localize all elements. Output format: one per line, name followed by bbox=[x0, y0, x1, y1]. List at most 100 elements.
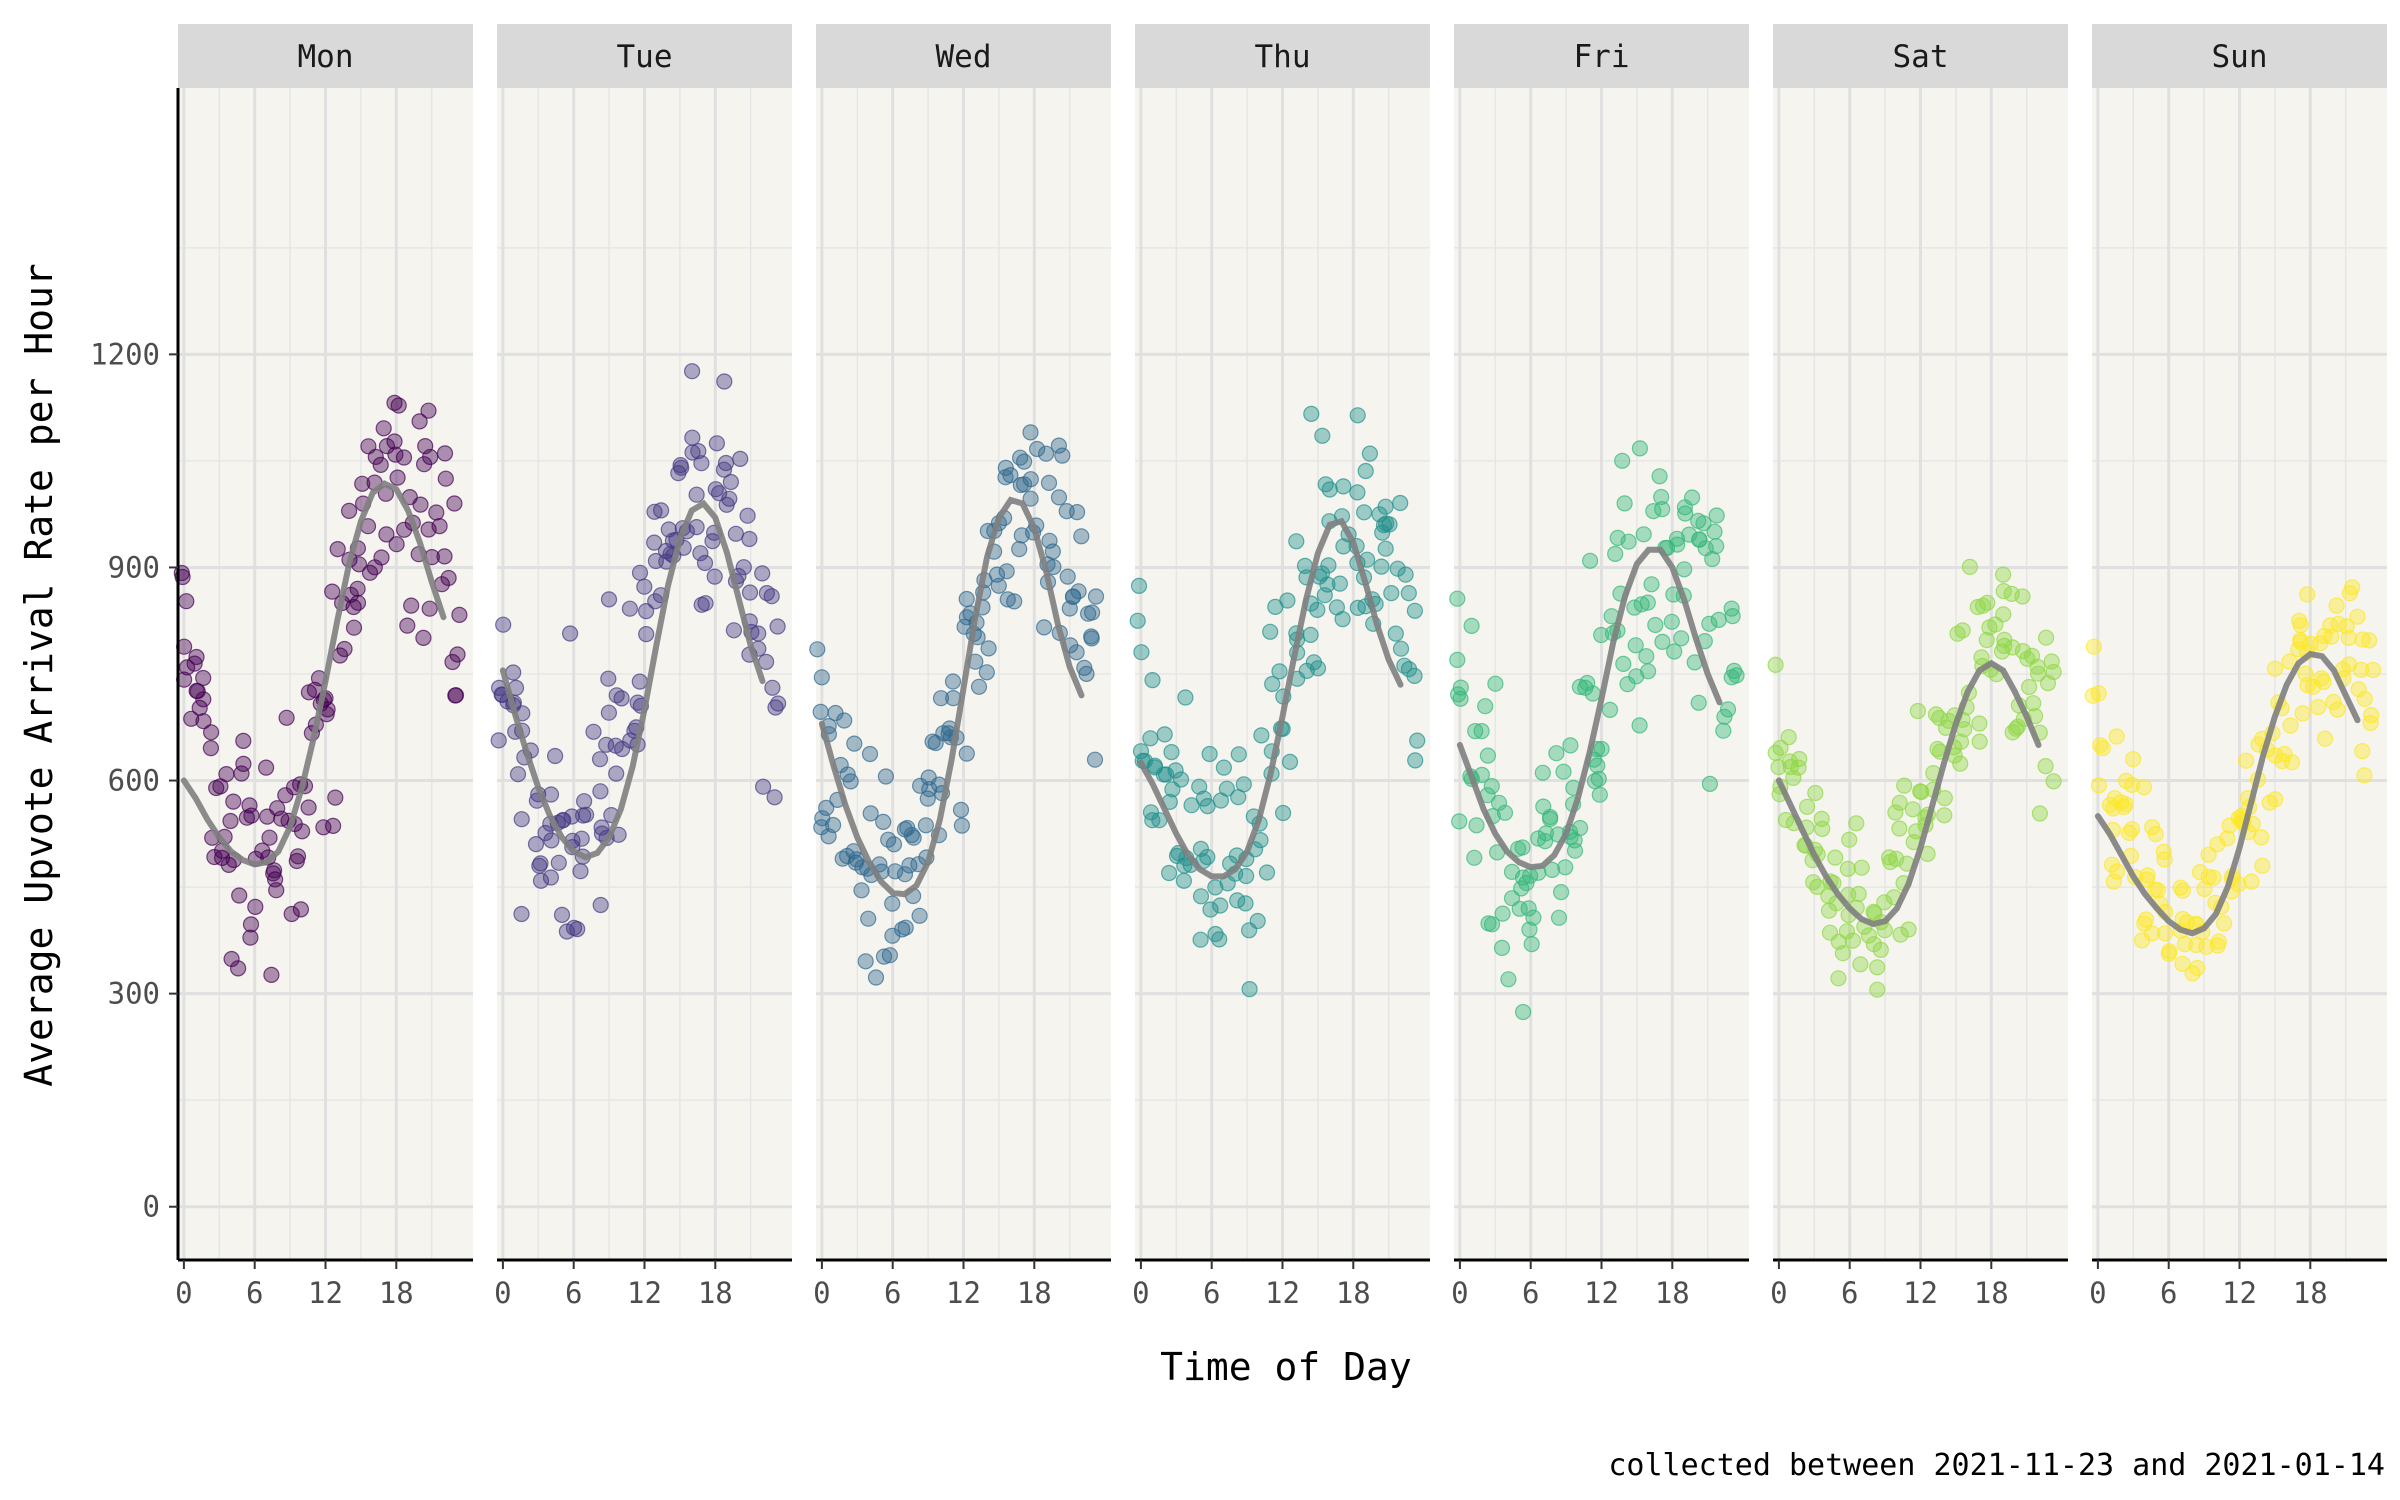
facet-strip-label: Wed bbox=[936, 39, 992, 75]
data-point bbox=[1827, 849, 1844, 866]
data-point bbox=[1157, 766, 1175, 783]
data-point bbox=[292, 901, 309, 918]
data-point bbox=[1780, 728, 1797, 746]
x-tick-label: 18 bbox=[1017, 1276, 1052, 1310]
data-point bbox=[223, 950, 240, 968]
data-point bbox=[1936, 807, 1953, 824]
data-point bbox=[1309, 601, 1326, 619]
data-point bbox=[1830, 970, 1847, 987]
data-point bbox=[537, 824, 554, 842]
data-point bbox=[1900, 921, 1917, 938]
data-point bbox=[1668, 530, 1686, 547]
data-point bbox=[1320, 557, 1337, 574]
data-point bbox=[741, 530, 758, 548]
data-point bbox=[1790, 759, 1807, 776]
facet-strip-label: Sun bbox=[2212, 39, 2268, 75]
data-point bbox=[1202, 901, 1219, 918]
data-point bbox=[896, 866, 914, 883]
data-point bbox=[1887, 804, 1904, 821]
data-point bbox=[1264, 675, 1281, 693]
data-point bbox=[2205, 869, 2222, 886]
data-point bbox=[2325, 693, 2342, 711]
data-point bbox=[1195, 790, 1213, 807]
data-point bbox=[836, 712, 853, 729]
data-point bbox=[1896, 777, 1913, 794]
data-point bbox=[2362, 714, 2379, 732]
data-point bbox=[1534, 764, 1551, 781]
data-point bbox=[1666, 643, 1683, 660]
data-point bbox=[1981, 619, 1998, 636]
data-point bbox=[1331, 575, 1349, 592]
data-point bbox=[613, 740, 631, 758]
data-point bbox=[2156, 925, 2174, 942]
y-tick-label: 600 bbox=[108, 764, 160, 798]
data-point bbox=[1392, 494, 1409, 512]
data-point bbox=[1639, 594, 1656, 611]
data-point bbox=[231, 887, 248, 904]
data-point bbox=[208, 779, 225, 797]
x-tick-label: 18 bbox=[2293, 1276, 2328, 1310]
data-point bbox=[1973, 649, 1990, 666]
data-point bbox=[2216, 915, 2233, 932]
data-point bbox=[861, 745, 879, 763]
data-point bbox=[862, 805, 879, 822]
facet-strip bbox=[2092, 24, 2387, 88]
data-point bbox=[415, 629, 432, 647]
data-point bbox=[722, 473, 740, 491]
data-point bbox=[341, 502, 358, 519]
data-point bbox=[621, 600, 639, 617]
data-point bbox=[1631, 717, 1648, 734]
x-tick-label: 12 bbox=[2222, 1276, 2257, 1310]
data-point bbox=[1909, 702, 1927, 720]
data-point bbox=[1860, 927, 1878, 944]
data-point bbox=[1212, 897, 1229, 914]
data-point bbox=[911, 777, 929, 794]
data-point bbox=[2085, 638, 2102, 655]
data-point bbox=[693, 596, 710, 613]
x-tick-label: 12 bbox=[308, 1276, 343, 1310]
data-point bbox=[1853, 859, 1870, 876]
data-point bbox=[440, 569, 457, 587]
data-point bbox=[2188, 936, 2205, 954]
data-point bbox=[1719, 701, 1737, 718]
data-point bbox=[436, 445, 454, 462]
data-point bbox=[1683, 489, 1701, 506]
data-point bbox=[1663, 613, 1680, 630]
facet-panel-fri: Fri 0 6 12 18 bbox=[1449, 24, 1749, 1310]
data-point bbox=[1319, 576, 1336, 593]
data-point bbox=[1483, 916, 1501, 933]
data-point bbox=[1279, 592, 1296, 609]
data-point bbox=[1520, 900, 1537, 917]
data-point bbox=[1852, 956, 1869, 973]
data-point bbox=[1355, 504, 1373, 521]
data-point bbox=[1070, 583, 1087, 600]
data-point bbox=[268, 882, 285, 899]
data-point bbox=[2174, 955, 2191, 972]
data-point bbox=[647, 593, 664, 610]
data-point bbox=[2108, 728, 2125, 745]
data-point bbox=[2361, 632, 2378, 649]
data-point bbox=[1490, 794, 1508, 811]
data-point bbox=[269, 800, 286, 817]
data-point bbox=[2039, 674, 2057, 692]
data-point bbox=[1449, 651, 1466, 669]
data-point bbox=[2149, 881, 2166, 899]
data-point bbox=[1979, 594, 1996, 611]
data-point bbox=[1262, 623, 1279, 640]
data-point bbox=[546, 747, 564, 765]
data-point bbox=[884, 895, 901, 912]
data-point bbox=[1028, 440, 1046, 458]
y-tick-label: 1200 bbox=[90, 337, 160, 371]
data-point bbox=[1314, 427, 1331, 444]
data-point bbox=[2350, 681, 2367, 698]
data-point bbox=[1361, 445, 1379, 462]
data-point bbox=[1183, 797, 1200, 814]
x-tick-label: 18 bbox=[698, 1276, 733, 1310]
data-point bbox=[1477, 698, 1494, 715]
data-point bbox=[970, 678, 988, 695]
data-point bbox=[1452, 690, 1469, 707]
data-point bbox=[1715, 722, 1732, 739]
data-point bbox=[1177, 689, 1194, 706]
data-point bbox=[373, 549, 390, 566]
